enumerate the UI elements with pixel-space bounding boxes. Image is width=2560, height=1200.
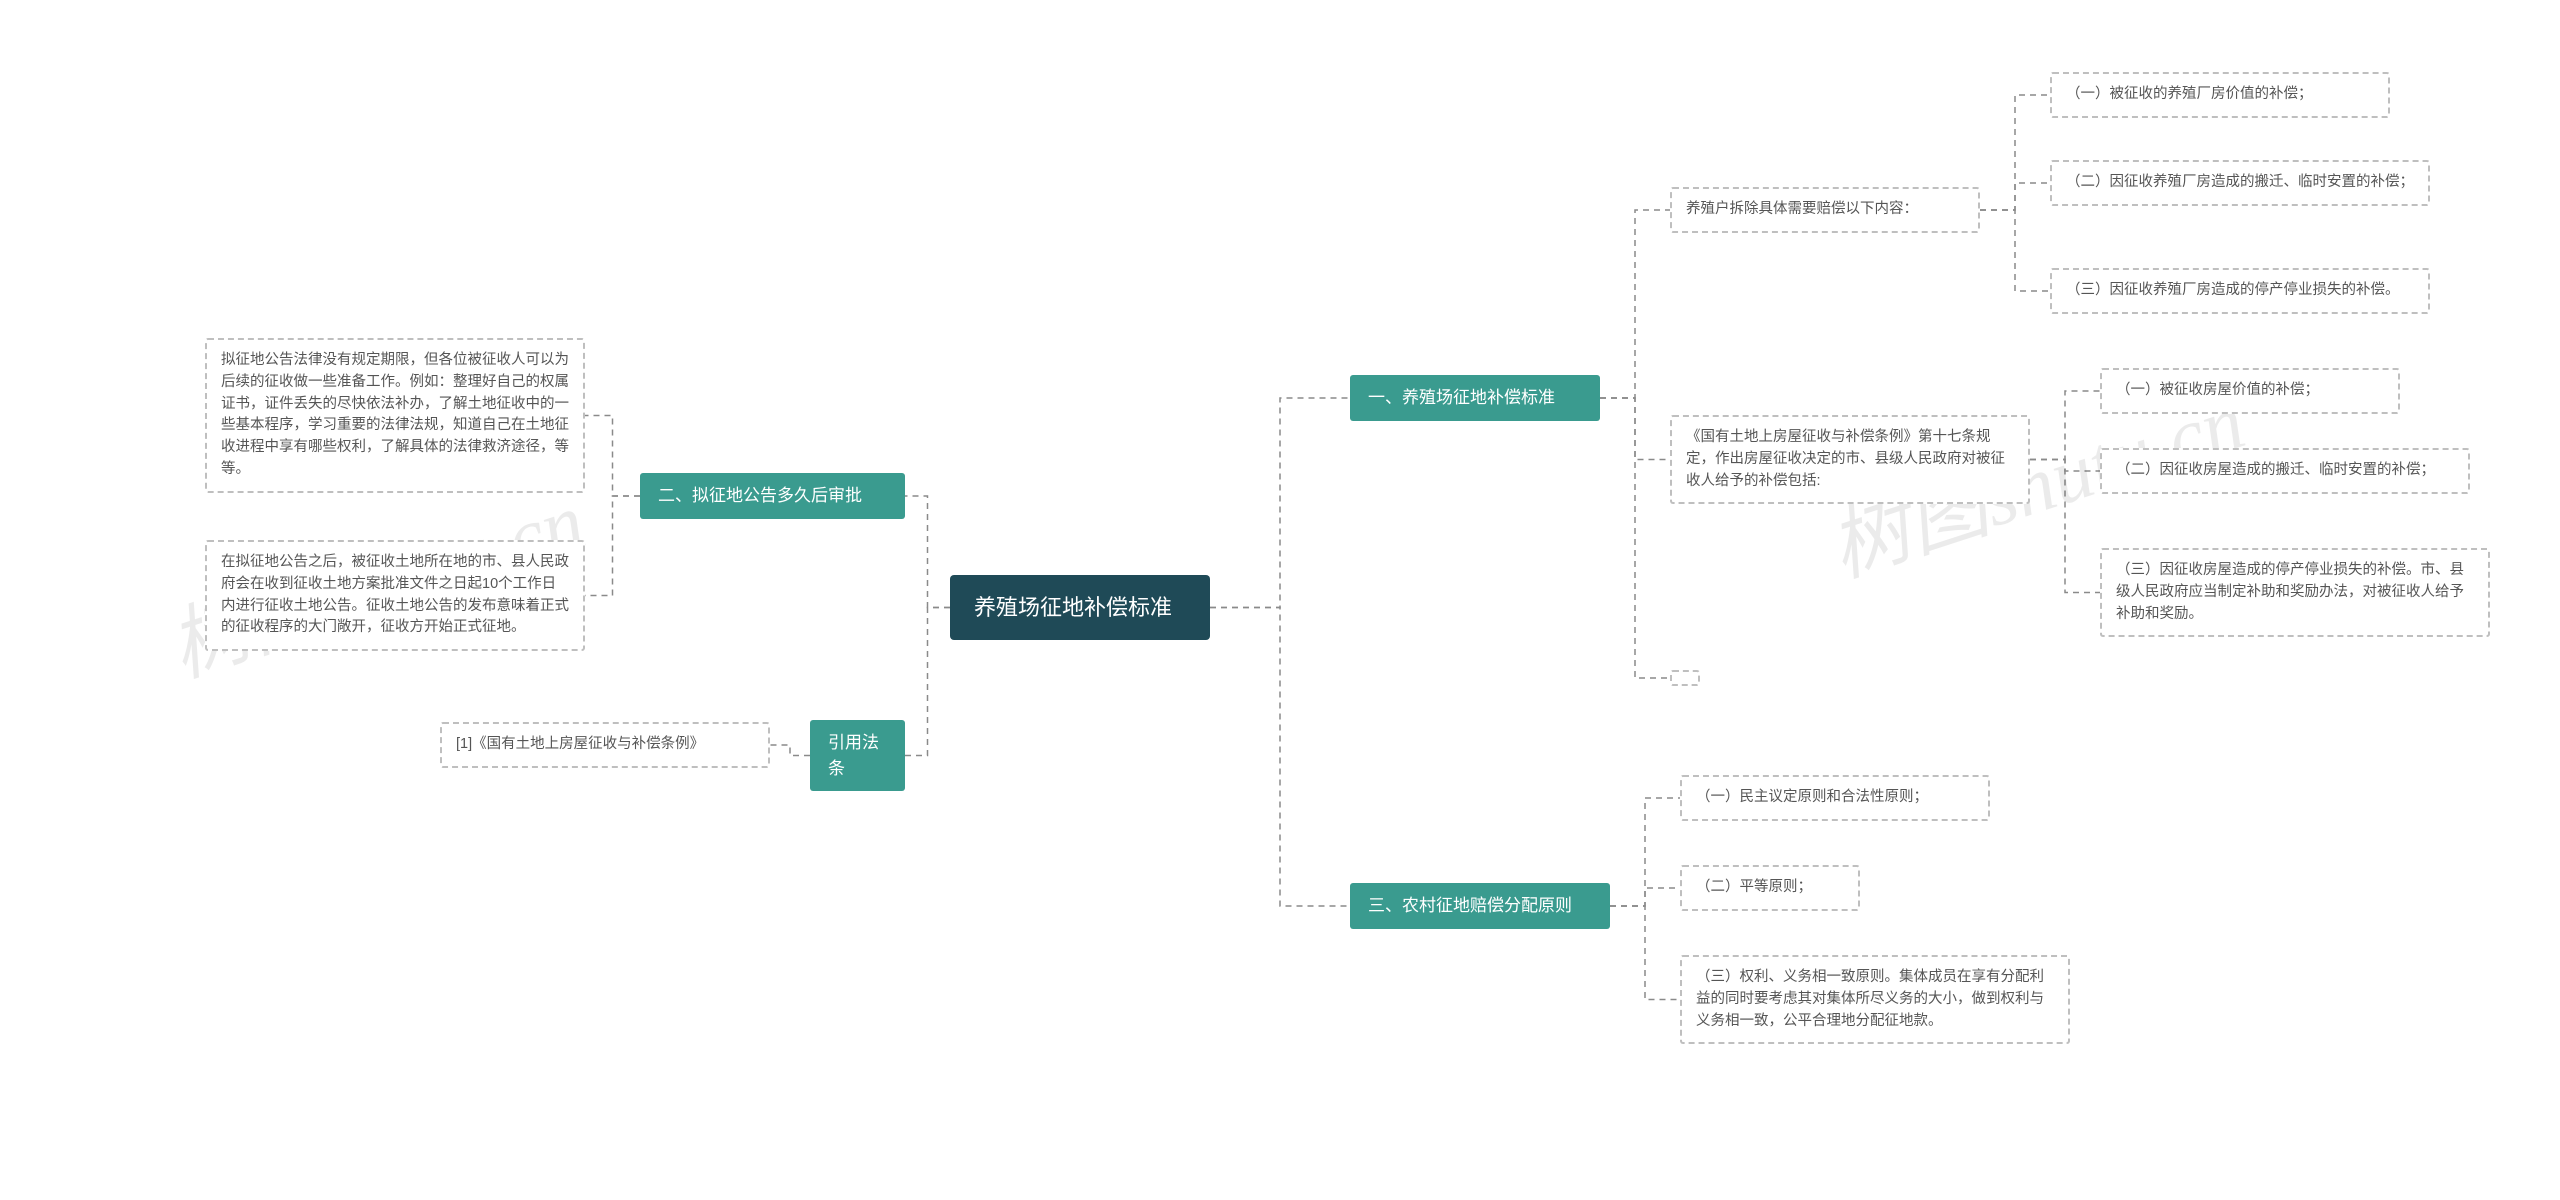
leaf-reg-item-3: （三）因征收房屋造成的停产停业损失的补偿。市、县级人民政府应当制定补助和奖励办法… (2100, 548, 2490, 637)
root-node: 养殖场征地补偿标准 (950, 575, 1210, 640)
leaf-comp-item-3: （三）因征收养殖厂房造成的停产停业损失的补偿。 (2050, 268, 2430, 314)
leaf-approval-prep: 拟征地公告法律没有规定期限，但各位被征收人可以为后续的征收做一些准备工作。例如：… (205, 338, 585, 493)
leaf-reg-item-1: （一）被征收房屋价值的补偿； (2100, 368, 2400, 414)
category-compensation-standard: 一、养殖场征地补偿标准 (1350, 375, 1600, 421)
category-approval-timing: 二、拟征地公告多久后审批 (640, 473, 905, 519)
leaf-empty-placeholder (1670, 670, 1700, 686)
leaf-principle-2: （二）平等原则； (1680, 865, 1860, 911)
leaf-comp-item-2: （二）因征收养殖厂房造成的搬迁、临时安置的补偿； (2050, 160, 2430, 206)
leaf-regulation-article17: 《国有土地上房屋征收与补偿条例》第十七条规定，作出房屋征收决定的市、县级人民政府… (1670, 415, 2030, 504)
category-cited-law: 引用法条 (810, 720, 905, 791)
leaf-principle-3: （三）权利、义务相一致原则。集体成员在享有分配利益的同时要考虑其对集体所尽义务的… (1680, 955, 2070, 1044)
leaf-approval-after: 在拟征地公告之后，被征收土地所在地的市、县人民政府会在收到征收土地方案批准文件之… (205, 540, 585, 651)
leaf-comp-item-1: （一）被征收的养殖厂房价值的补偿； (2050, 72, 2390, 118)
leaf-demolition-compensation-intro: 养殖户拆除具体需要赔偿以下内容： (1670, 187, 1980, 233)
category-distribution-principle: 三、农村征地赔偿分配原则 (1350, 883, 1610, 929)
leaf-principle-1: （一）民主议定原则和合法性原则； (1680, 775, 1990, 821)
leaf-cited-law-1: [1]《国有土地上房屋征收与补偿条例》 (440, 722, 770, 768)
leaf-reg-item-2: （二）因征收房屋造成的搬迁、临时安置的补偿； (2100, 448, 2470, 494)
